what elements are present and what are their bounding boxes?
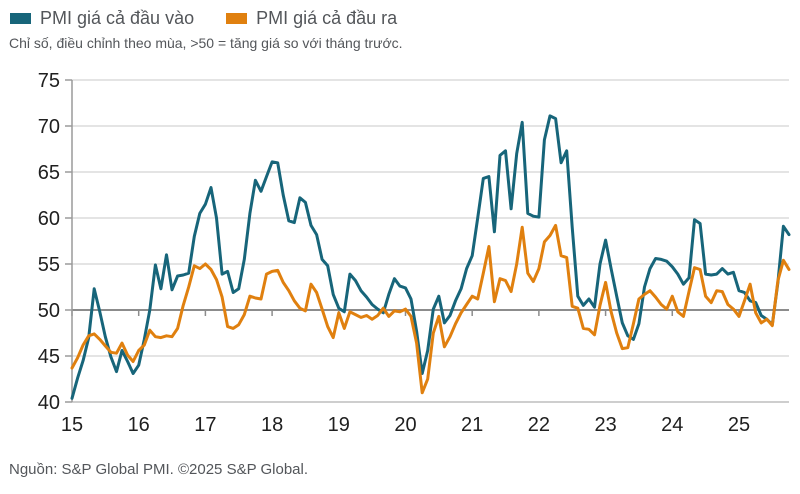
y-axis-label-50: 50 [38, 300, 60, 322]
legend-label-input-prices: PMI giá cả đầu vào [40, 8, 195, 28]
x-axis-label-23: 23 [594, 414, 616, 436]
y-axis-label-55: 55 [38, 254, 60, 276]
legend-item-output-prices: PMI giá cả đầu ra [226, 8, 397, 28]
legend-item-input-prices: PMI giá cả đầu vào [10, 8, 194, 28]
y-axis-label-75: 75 [38, 70, 60, 92]
y-axis-label-60: 60 [38, 208, 60, 230]
x-axis-label-16: 16 [128, 414, 150, 436]
source-note: Nguồn: S&P Global PMI. ©2025 S&P Global. [9, 461, 309, 478]
y-axis-label-70: 70 [38, 116, 60, 138]
y-axis-label-65: 65 [38, 162, 60, 184]
input-prices-swatch-icon [10, 12, 31, 24]
chart-legend: PMI giá cả đầu vào PMI giá cả đầu ra [10, 8, 397, 28]
output-prices-line [70, 223, 791, 395]
x-axis-label-25: 25 [728, 414, 750, 436]
x-axis-label-18: 18 [261, 414, 283, 436]
y-axis-label-40: 40 [38, 392, 60, 414]
chart-subtitle: Chỉ số, điều chỉnh theo mùa, >50 = tăng … [9, 35, 403, 51]
x-axis-label-24: 24 [661, 414, 683, 436]
output-prices-swatch-icon [226, 12, 248, 24]
input-prices-line [70, 114, 791, 400]
x-axis-label-22: 22 [528, 414, 550, 436]
x-axis-label-20: 20 [394, 414, 416, 436]
y-axis-label-45: 45 [38, 346, 60, 368]
x-axis-label-19: 19 [328, 414, 350, 436]
x-axis-label-17: 17 [194, 414, 216, 436]
x-axis-label-21: 21 [461, 414, 483, 436]
legend-label-output-prices: PMI giá cả đầu ra [256, 8, 398, 28]
x-axis-label-15: 15 [61, 414, 83, 436]
